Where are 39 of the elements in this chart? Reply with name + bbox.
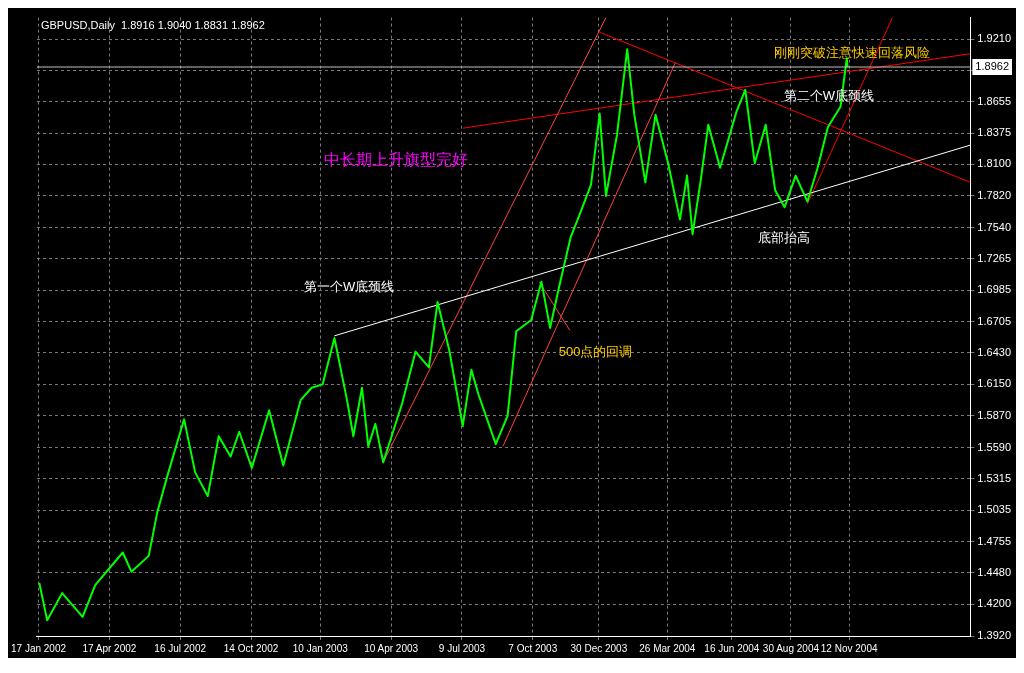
chart-title: GBPUSD,Daily 1.8916 1.9040 1.8831 1.8962 xyxy=(40,19,265,32)
y-tick-label: 1.6985 xyxy=(977,283,1012,296)
y-tick-label: 1.8655 xyxy=(977,94,1012,107)
annotation: 底部抬高 xyxy=(758,229,811,245)
y-tick-label: 1.4755 xyxy=(977,534,1012,547)
y-tick-label: 1.7265 xyxy=(977,251,1012,264)
annotation: 刚刚突破注意快速回落风险 xyxy=(774,45,931,61)
y-tick-label: 1.5590 xyxy=(977,440,1012,453)
y-tick-label: 1.8100 xyxy=(977,157,1012,170)
y-tick-label: 1.5315 xyxy=(977,471,1012,484)
y-tick-label: 1.6430 xyxy=(977,345,1012,358)
annotation: 第一个W底颈线 xyxy=(303,278,395,294)
x-tick-label: 17 Apr 2002 xyxy=(82,642,137,654)
x-tick-label: 16 Jul 2002 xyxy=(154,642,207,654)
y-tick-label: 1.6150 xyxy=(977,377,1012,390)
x-tick-label: 30 Dec 2003 xyxy=(570,642,628,654)
y-tick-label: 1.6705 xyxy=(977,314,1012,327)
x-tick-label: 14 Oct 2002 xyxy=(223,642,279,654)
x-tick-label: 10 Apr 2003 xyxy=(364,642,419,654)
x-tick-label: 12 Nov 2004 xyxy=(820,642,878,654)
x-tick-label: 30 Aug 2004 xyxy=(762,642,820,654)
x-tick-label: 9 Jul 2003 xyxy=(438,642,486,654)
y-tick-label: 1.3920 xyxy=(977,629,1012,642)
x-tick-label: 10 Jan 2003 xyxy=(292,642,349,654)
y-tick-label: 1.7820 xyxy=(977,188,1012,201)
annotation: 500点的回调 xyxy=(558,344,633,360)
x-tick-label: 16 Jun 2004 xyxy=(704,642,760,654)
y-tick-label: 1.5870 xyxy=(977,408,1012,421)
y-tick-label: 1.4200 xyxy=(977,597,1012,610)
x-tick-label: 17 Jan 2002 xyxy=(11,642,67,654)
y-tick-label: 1.9210 xyxy=(977,32,1012,45)
x-tick-label: 26 Mar 2004 xyxy=(639,642,696,654)
x-tick-label: 7 Oct 2003 xyxy=(508,642,558,654)
y-tick-label: 1.5035 xyxy=(977,503,1012,516)
ref-line-label: 1.8962 xyxy=(975,60,1010,73)
y-tick-label: 1.7540 xyxy=(977,220,1012,233)
y-tick-label: 1.4480 xyxy=(977,565,1012,578)
annotation: 中长期上升旗型完好 xyxy=(324,150,469,168)
y-tick-label: 1.8375 xyxy=(977,126,1012,139)
